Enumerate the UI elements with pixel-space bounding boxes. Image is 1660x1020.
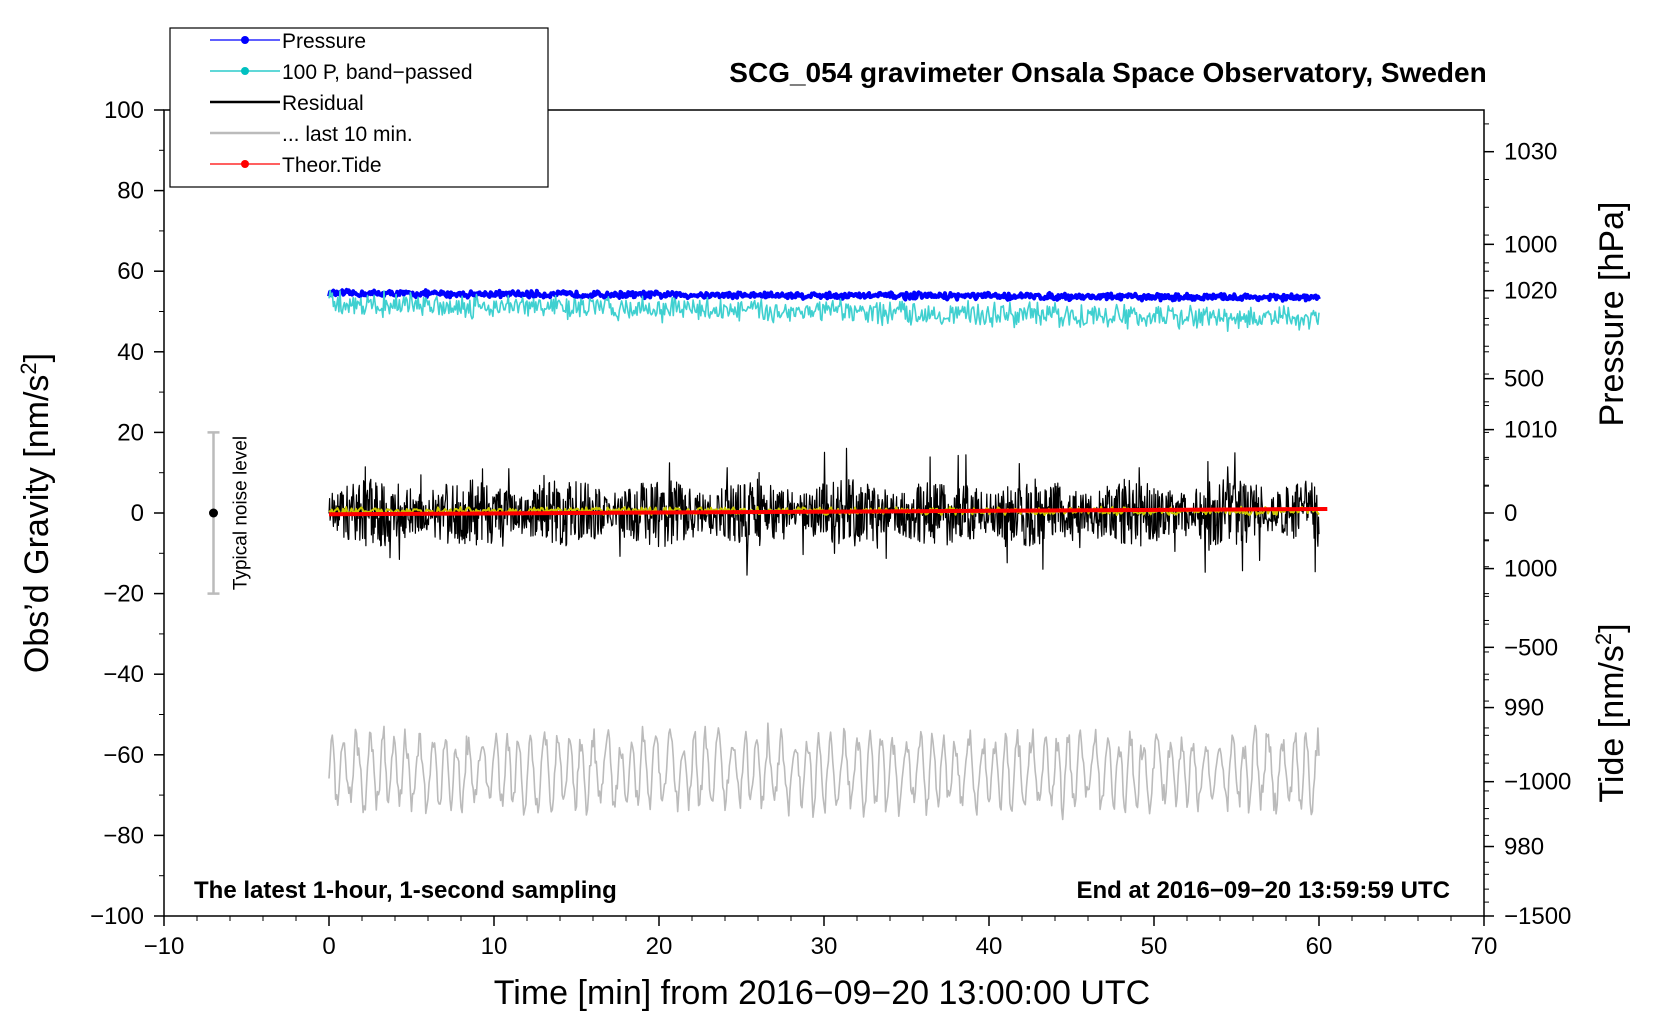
y-tick-label-left: 40 bbox=[117, 339, 144, 366]
x-tick-label: 50 bbox=[1141, 933, 1168, 960]
y-axis-title-pressure: Pressure [hPa] bbox=[1593, 202, 1631, 427]
noise-level-label: Typical noise level bbox=[231, 436, 252, 590]
series-line-theor-tide bbox=[328, 507, 1328, 517]
annotation-left: The latest 1-hour, 1-second sampling bbox=[194, 877, 617, 904]
y-tick-label-tide: −500 bbox=[1504, 634, 1558, 661]
series-line-pressure bbox=[327, 287, 1321, 303]
y-tick-label-pressure: 980 bbox=[1504, 834, 1544, 861]
x-tick-label: 20 bbox=[646, 933, 673, 960]
legend-swatch-dot bbox=[241, 67, 249, 75]
legend-label: Pressure bbox=[282, 30, 366, 53]
y-tick-label-left: 0 bbox=[131, 500, 144, 527]
y-tick-label-tide: −1000 bbox=[1504, 769, 1571, 796]
noise-level-indicator: Typical noise level bbox=[207, 431, 252, 595]
y-tick-label-left: −40 bbox=[103, 661, 144, 688]
series-line-last-10-min bbox=[328, 722, 1320, 821]
x-tick-label: −10 bbox=[144, 933, 185, 960]
legend-swatch-dot bbox=[241, 160, 249, 168]
legend-label: 100 P, band−passed bbox=[282, 61, 473, 84]
x-tick-label: 10 bbox=[481, 933, 508, 960]
y-tick-label-tide: 500 bbox=[1504, 366, 1544, 393]
y-tick-label-pressure: 1030 bbox=[1504, 139, 1557, 166]
x-tick-label: 0 bbox=[322, 933, 335, 960]
y-tick-label-left: −100 bbox=[90, 903, 144, 930]
y-tick-label-pressure: 990 bbox=[1504, 695, 1544, 722]
y-tick-label-tide: 0 bbox=[1504, 500, 1517, 527]
y-tick-label-left: 80 bbox=[117, 178, 144, 205]
y-tick-label-pressure: 1020 bbox=[1504, 278, 1557, 305]
legend-swatch-dot bbox=[241, 36, 249, 44]
legend-label: ... last 10 min. bbox=[282, 123, 413, 146]
axis-ticks: −10 0 10 20 30 40 50 60 70−100−80−60−40−20020406… bbox=[90, 97, 1571, 960]
series-line-residual-smoothed bbox=[328, 505, 1320, 516]
y-tick-label-left: −20 bbox=[103, 581, 144, 608]
y-axis-title-left: Obs’d Gravity [nm/s2] bbox=[16, 353, 56, 673]
y-tick-label-pressure: 1000 bbox=[1504, 556, 1557, 583]
y-tick-label-left: −80 bbox=[103, 822, 144, 849]
series-line-100-p-band-passed bbox=[328, 289, 1320, 332]
x-tick-label: 40 bbox=[976, 933, 1003, 960]
y-tick-label-left: 20 bbox=[117, 419, 144, 446]
noise-center-dot bbox=[209, 508, 218, 518]
y-tick-label-left: 60 bbox=[117, 258, 144, 285]
series-line-residual bbox=[328, 447, 1320, 576]
annotation-right: End at 2016−09−20 13:59:59 UTC bbox=[1076, 877, 1450, 904]
x-tick-label: 70 bbox=[1471, 933, 1498, 960]
x-tick-label: 30 bbox=[811, 933, 838, 960]
data-series bbox=[327, 287, 1328, 821]
y-tick-label-tide: 1000 bbox=[1504, 231, 1557, 258]
y-tick-label-pressure: 1010 bbox=[1504, 417, 1557, 444]
legend-label: Theor.Tide bbox=[282, 154, 382, 177]
chart-title: SCG_054 gravimeter Onsala Space Observat… bbox=[729, 57, 1486, 88]
y-tick-label-left: 100 bbox=[104, 97, 144, 124]
y-tick-label-tide: −1500 bbox=[1504, 903, 1571, 930]
y-tick-label-left: −60 bbox=[103, 742, 144, 769]
legend-box bbox=[169, 27, 549, 188]
y-axis-title-tide: Tide [nm/s2] bbox=[1591, 623, 1631, 802]
x-axis-title: Time [min] from 2016−09−20 13:00:00 UTC bbox=[494, 974, 1150, 1012]
x-tick-label: 60 bbox=[1306, 933, 1333, 960]
legend: Pressure 100 P, band−passed Residual ... la… bbox=[169, 27, 549, 188]
legend-label: Residual bbox=[282, 92, 364, 115]
